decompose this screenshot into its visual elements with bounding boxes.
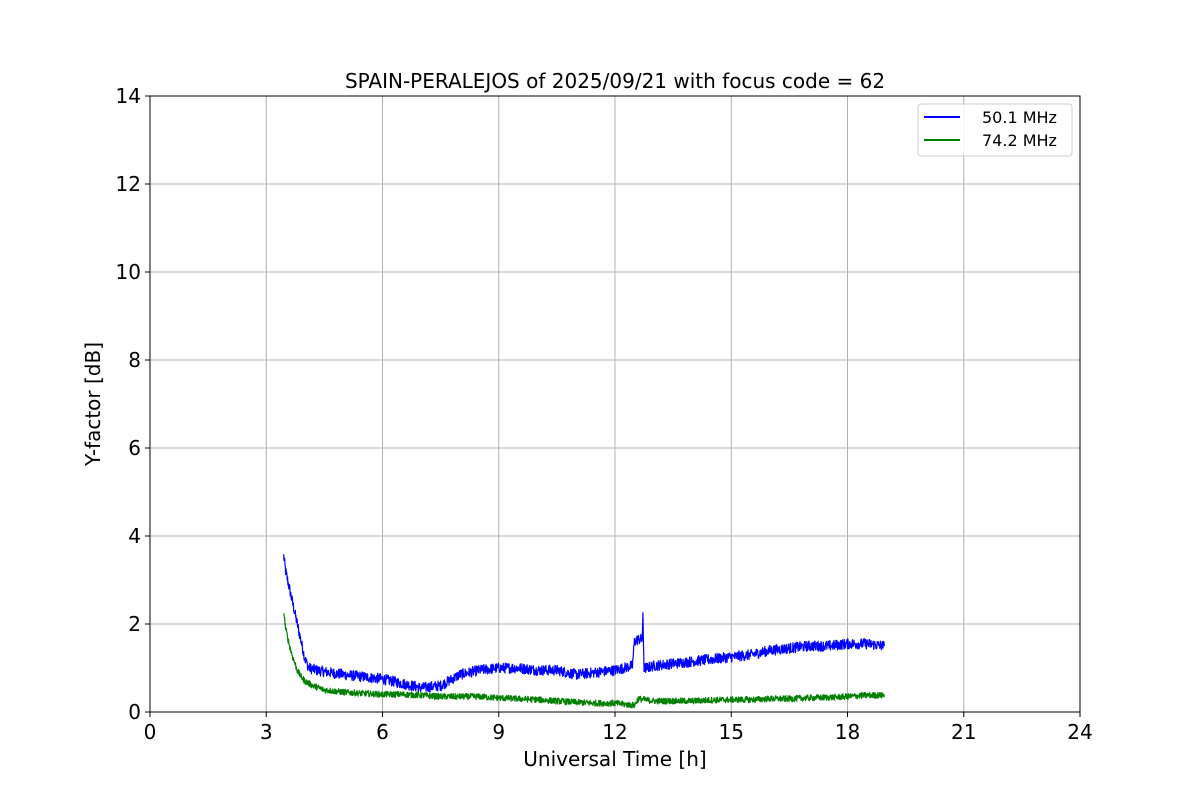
legend-label-series-2: 74.2 MHz	[982, 131, 1057, 150]
y-axis-label: Y-factor [dB]	[81, 342, 105, 467]
y-tick-label: 10	[116, 260, 141, 284]
y-tick-label: 8	[128, 348, 141, 372]
x-tick-label: 24	[1067, 720, 1092, 744]
series-layer	[283, 554, 885, 709]
y-tick-label: 12	[116, 172, 141, 196]
x-tick-label: 9	[492, 720, 505, 744]
x-tick-label: 15	[719, 720, 744, 744]
y-tick-label: 0	[128, 700, 141, 724]
x-tick-label: 0	[144, 720, 157, 744]
x-tick-label: 21	[951, 720, 976, 744]
y-tick-label: 4	[128, 524, 141, 548]
x-tick-label: 12	[602, 720, 627, 744]
x-axis-ticks: 0 3 6 9 12 15 18 21 24	[144, 712, 1093, 744]
chart-title: SPAIN-PERALEJOS of 2025/09/21 with focus…	[345, 69, 885, 93]
x-tick-label: 18	[835, 720, 860, 744]
x-tick-label: 3	[260, 720, 273, 744]
x-axis-label: Universal Time [h]	[523, 747, 706, 771]
series-line-1	[283, 554, 885, 693]
y-tick-label: 6	[128, 436, 141, 460]
legend: 50.1 MHz 74.2 MHz	[917, 103, 1073, 157]
legend-label-series-1: 50.1 MHz	[982, 108, 1057, 127]
y-tick-label: 2	[128, 612, 141, 636]
x-tick-label: 6	[376, 720, 389, 744]
y-axis-ticks: 0 2 4 6 8 10 12 14	[116, 84, 150, 724]
series-line-2	[283, 613, 885, 709]
y-tick-label: 14	[116, 84, 141, 108]
